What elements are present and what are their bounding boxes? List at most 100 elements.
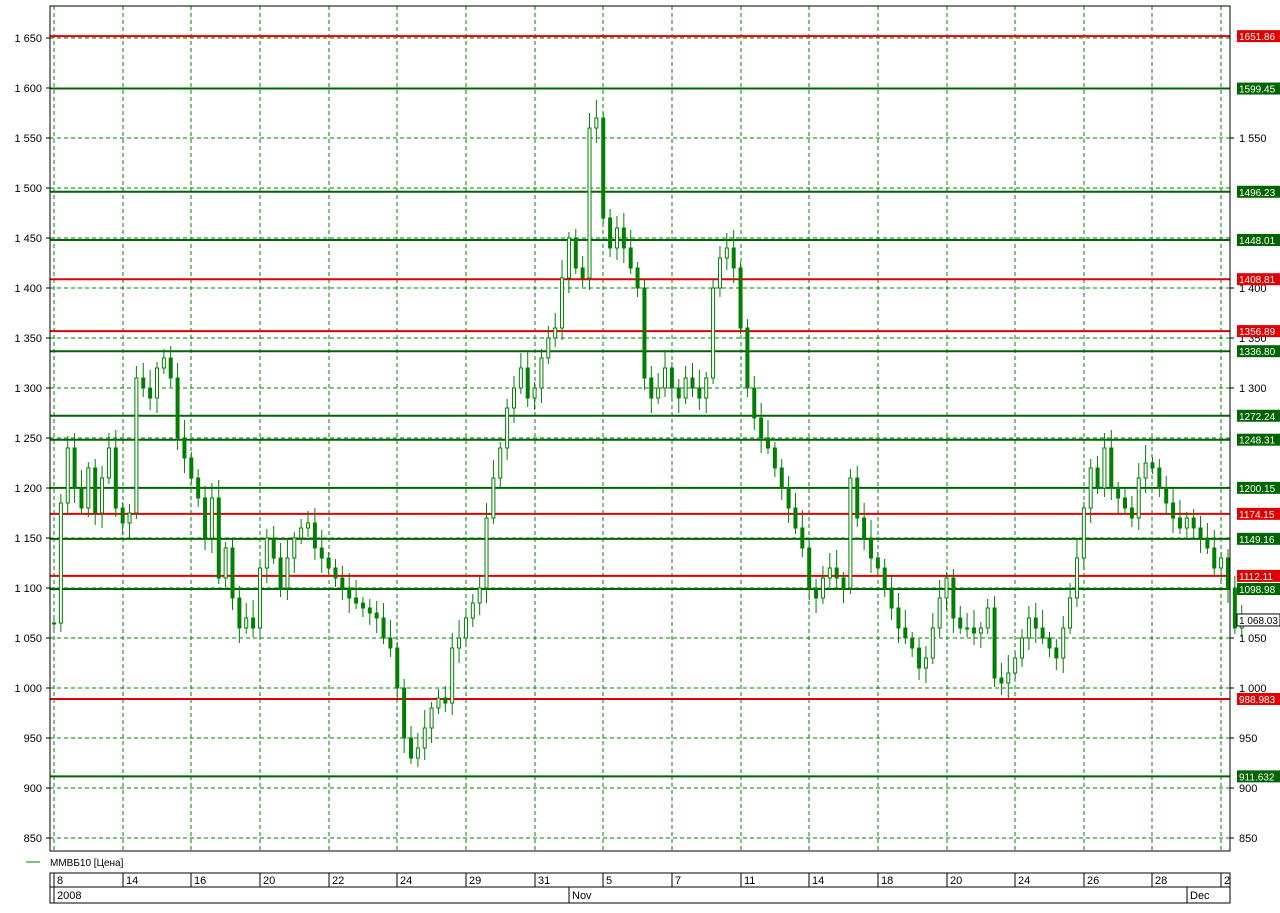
candle-body bbox=[1033, 617, 1038, 629]
candle-body bbox=[134, 377, 139, 514]
y-tick-label-left: 1 300 bbox=[14, 383, 42, 395]
candle-body bbox=[52, 622, 56, 625]
candle-body bbox=[635, 267, 640, 289]
level-label: 1356.89 bbox=[1239, 327, 1276, 338]
candle-body bbox=[79, 487, 84, 509]
candle-body bbox=[422, 727, 427, 749]
candle-body bbox=[745, 327, 750, 389]
candle-body bbox=[168, 357, 173, 379]
candle-body bbox=[971, 627, 976, 634]
candle-body bbox=[319, 547, 324, 559]
candle-body bbox=[100, 477, 105, 514]
candle-body bbox=[326, 557, 331, 569]
candle-body bbox=[312, 522, 317, 549]
candle-body bbox=[937, 597, 942, 629]
x-axis-frame bbox=[49, 872, 1231, 904]
candle-body bbox=[141, 377, 146, 389]
level-label-box bbox=[1237, 345, 1280, 358]
level-label-box bbox=[1237, 82, 1280, 95]
candle-body bbox=[1164, 487, 1169, 504]
candle-body bbox=[1095, 467, 1100, 489]
candle-body bbox=[1088, 467, 1093, 509]
y-tick-label-right: 1 000 bbox=[1239, 683, 1267, 695]
candle-body bbox=[477, 587, 482, 604]
candle-body bbox=[271, 537, 276, 559]
level-label: 1408.81 bbox=[1239, 275, 1276, 286]
level-label: 1448.01 bbox=[1239, 236, 1276, 247]
candle-body bbox=[1136, 477, 1141, 519]
candle-body bbox=[573, 237, 578, 269]
candle-body bbox=[1129, 507, 1134, 519]
candle-body bbox=[868, 537, 873, 559]
level-label: 1272.24 bbox=[1239, 412, 1276, 423]
candle-body bbox=[1232, 587, 1237, 629]
x-tick-label: 16 bbox=[194, 875, 206, 887]
candle-body bbox=[1212, 547, 1217, 569]
candle-body bbox=[731, 247, 736, 269]
y-tick-label-right: 1 300 bbox=[1239, 383, 1267, 395]
candle-body bbox=[1123, 497, 1128, 509]
candle-body bbox=[1191, 517, 1196, 529]
level-label-box bbox=[1237, 185, 1280, 198]
y-tick-label-right: 950 bbox=[1239, 733, 1257, 745]
candle-body bbox=[244, 617, 249, 629]
level-label-box bbox=[1237, 233, 1280, 246]
candle-body bbox=[1102, 447, 1107, 489]
x-tick-label: 8 bbox=[57, 875, 63, 887]
candle-body bbox=[1074, 557, 1079, 599]
candle-body bbox=[766, 437, 771, 449]
y-tick-label-left: 1 250 bbox=[14, 433, 42, 445]
y-tick-label-left: 1 000 bbox=[14, 683, 42, 695]
x-major-label: Dec bbox=[1190, 890, 1210, 902]
candle-body bbox=[608, 217, 613, 249]
candle-body bbox=[855, 477, 860, 519]
candle-body bbox=[669, 367, 674, 389]
level-label: 1651.86 bbox=[1239, 32, 1276, 43]
candle-body bbox=[127, 512, 132, 524]
candle-body bbox=[820, 577, 825, 599]
candle-body bbox=[1143, 462, 1148, 479]
level-label-box bbox=[1237, 507, 1280, 520]
candle-body bbox=[491, 477, 496, 519]
candle-body bbox=[724, 247, 729, 259]
candle-body bbox=[752, 387, 757, 419]
candle-body bbox=[436, 697, 441, 709]
candle-body bbox=[402, 687, 407, 739]
candle-body bbox=[985, 607, 990, 629]
level-label: 1599.45 bbox=[1239, 85, 1276, 96]
x-tick-label: 18 bbox=[881, 875, 893, 887]
candle-body bbox=[278, 557, 283, 589]
candle-body bbox=[649, 377, 654, 399]
x-tick-label: 31 bbox=[538, 875, 550, 887]
candle-body bbox=[333, 567, 338, 579]
last-price-box bbox=[1236, 613, 1280, 627]
y-tick-label-right: 900 bbox=[1239, 783, 1257, 795]
y-tick-label-left: 900 bbox=[24, 783, 42, 795]
candle-body bbox=[642, 287, 647, 379]
candle-body bbox=[663, 367, 668, 389]
y-tick-label-left: 1 150 bbox=[14, 533, 42, 545]
x-major-label: 2008 bbox=[57, 890, 81, 902]
candle-body bbox=[951, 577, 956, 619]
axis-layer: 1 650 1 600 1 550 1 500 1 450 1 400 1 350 1 300… bbox=[14, 5, 1267, 904]
y-tick-label-right: 1 400 bbox=[1239, 283, 1267, 295]
candle-body bbox=[923, 657, 928, 669]
level-label-box bbox=[1237, 433, 1280, 446]
candle-body bbox=[65, 447, 70, 504]
grid-layer bbox=[50, 6, 1230, 851]
level-label: 1248.31 bbox=[1239, 436, 1276, 447]
candle-body bbox=[93, 467, 98, 514]
candle-body bbox=[154, 367, 159, 399]
candle-body bbox=[793, 507, 798, 529]
candle-body bbox=[965, 627, 970, 630]
candle-body bbox=[882, 567, 887, 589]
level-label: 1336.80 bbox=[1239, 347, 1276, 358]
y-tick-label-left: 1 500 bbox=[14, 183, 42, 195]
x-tick-label: 29 bbox=[469, 875, 481, 887]
y-tick-label-left: 1 600 bbox=[14, 83, 42, 95]
candle-body bbox=[409, 737, 414, 759]
candle-body bbox=[848, 477, 853, 589]
label-layer: 1651.86 1599.45 1496.23 1448.01 1408.81 1356.… bbox=[1236, 30, 1280, 783]
